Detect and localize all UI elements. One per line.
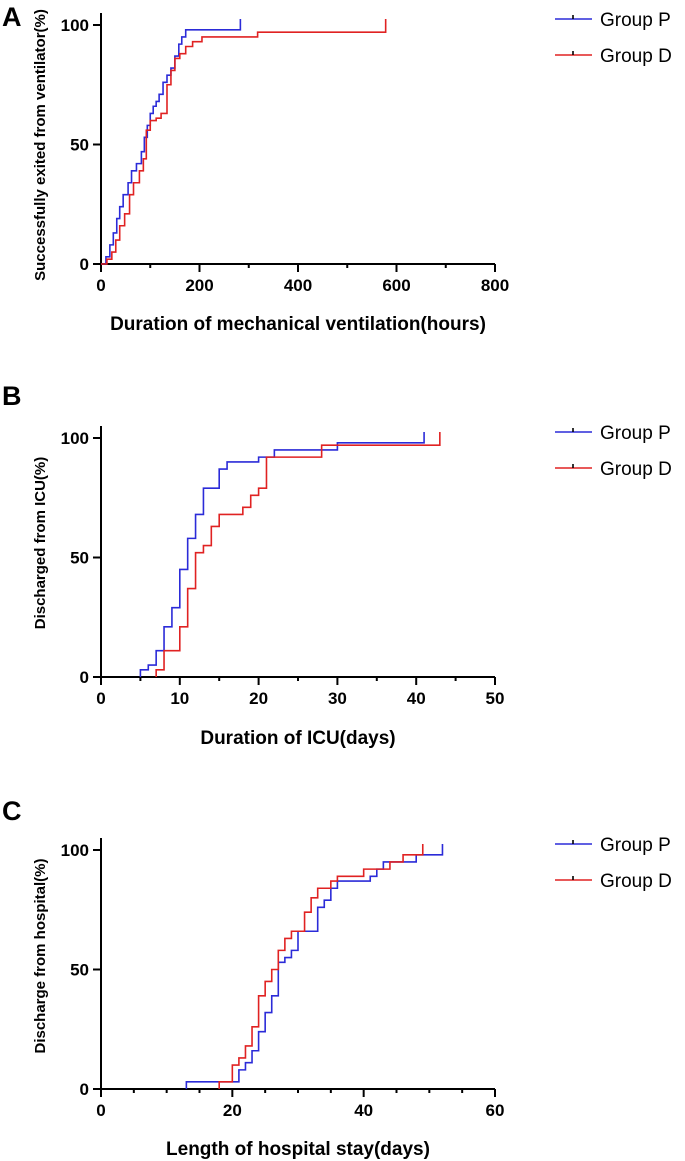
- step-curve-group-d-b: [155, 438, 441, 677]
- x-axis-label-b: Duration of ICU(days): [200, 728, 395, 749]
- step-curve-group-p-b: [139, 438, 425, 677]
- y-tick-label-a: 100: [61, 16, 89, 35]
- x-tick-label-a: 600: [382, 276, 410, 295]
- x-tick-label-a: 200: [185, 276, 213, 295]
- x-axis-label-a: Duration of mechanical ventilation(hours…: [110, 314, 486, 335]
- y-axis-label-a: Successfully exited from ventilator(%): [32, 9, 49, 281]
- x-tick-label-c: 20: [223, 1101, 242, 1120]
- y-tick-label-b: 100: [61, 429, 89, 448]
- y-tick-label-a: 50: [70, 136, 89, 155]
- panel-a: A Successfully exited from ventilator(%)…: [2, 2, 672, 335]
- x-tick-label-b: 40: [407, 689, 426, 708]
- legend-label-p-b: Group P: [600, 423, 671, 444]
- x-tick-label-b: 50: [486, 689, 505, 708]
- x-tick-label-a: 0: [96, 276, 105, 295]
- y-axis-label-c: Discharge from hospital(%): [32, 858, 49, 1053]
- x-tick-label-a: 400: [284, 276, 312, 295]
- x-tick-label-b: 20: [249, 689, 268, 708]
- legend-label-p-a: Group P: [600, 10, 671, 31]
- y-tick-label-a: 0: [80, 255, 89, 274]
- x-tick-label-c: 40: [354, 1101, 373, 1120]
- x-tick-label-c: 60: [486, 1101, 505, 1120]
- x-tick-label-a: 800: [481, 276, 509, 295]
- legend-label-d-a: Group D: [600, 46, 672, 67]
- y-axis-label-b: Discharged from ICU(%): [32, 457, 49, 630]
- x-tick-label-b: 0: [96, 689, 105, 708]
- step-curve-group-d-a: [101, 25, 387, 265]
- y-tick-label-b: 50: [70, 549, 89, 568]
- panel-label-c: C: [2, 796, 22, 826]
- panel-label-a: A: [2, 2, 22, 32]
- x-tick-label-c: 0: [96, 1101, 105, 1120]
- x-tick-label-b: 10: [170, 689, 189, 708]
- x-tick-label-b: 30: [328, 689, 347, 708]
- step-curve-group-p-c: [185, 850, 444, 1089]
- y-tick-label-c: 50: [70, 961, 89, 980]
- panel-c: C Discharge from hospital(%) Length of h…: [2, 796, 672, 1160]
- panel-label-b: B: [2, 381, 22, 411]
- y-tick-label-c: 0: [80, 1080, 89, 1099]
- y-tick-label-b: 0: [80, 668, 89, 687]
- panel-b: B Discharged from ICU(%) Duration of ICU…: [2, 381, 672, 749]
- x-axis-label-c: Length of hospital stay(days): [166, 1139, 430, 1160]
- step-curve-group-p-a: [101, 25, 242, 265]
- step-curve-group-d-c: [218, 850, 424, 1089]
- y-tick-label-c: 100: [61, 841, 89, 860]
- legend-label-d-c: Group D: [600, 871, 672, 892]
- legend-label-p-c: Group P: [600, 835, 671, 856]
- legend-label-d-b: Group D: [600, 459, 672, 480]
